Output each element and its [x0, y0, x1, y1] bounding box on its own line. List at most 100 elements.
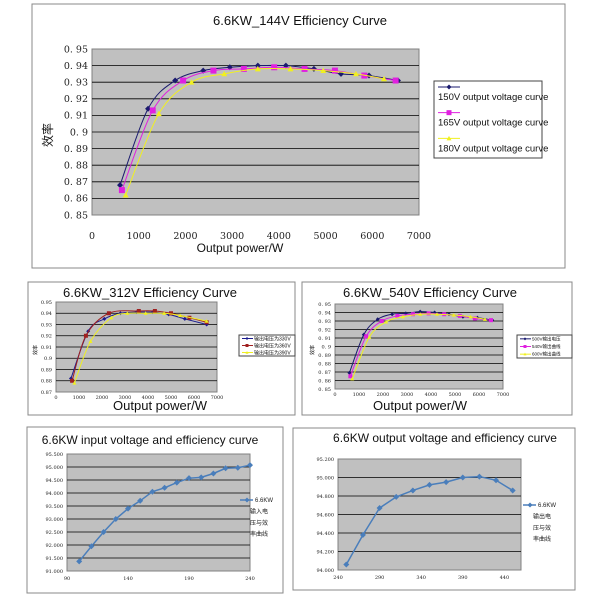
- data-point: [240, 65, 247, 72]
- legend-box: [433, 80, 543, 159]
- data-point: [459, 474, 466, 481]
- y-tick-label: 0. 93: [318, 319, 331, 325]
- data-point: [234, 464, 241, 471]
- y-axis-label: 效率: [309, 345, 316, 355]
- data-point: [137, 497, 144, 504]
- y-tick-label: 94.800: [317, 494, 335, 500]
- x-tick-label: 3000: [220, 231, 244, 242]
- data-point: [155, 110, 162, 117]
- data-point: [384, 319, 389, 324]
- data-point: [117, 182, 124, 189]
- data-point: [287, 65, 294, 72]
- y-tick-label: 93.500: [46, 504, 64, 510]
- x-tick-label: 0: [89, 231, 95, 242]
- legend-label: 540V输出曲线: [532, 343, 561, 350]
- legend-label: 180V output voltage curve: [438, 143, 548, 154]
- legend-label: 输出电压为360V: [254, 342, 291, 349]
- chart-1: 6.6KW_144V Efficiency Curve 0. 85 0. 86 0. …: [31, 3, 566, 269]
- y-tick-label: 95.000: [46, 465, 64, 471]
- y-tick-label: 93.000: [46, 517, 64, 523]
- chart-title: 6.6KW_312V Efficiency Curve: [63, 285, 237, 300]
- data-point: [468, 314, 473, 319]
- chart-title: 6.6KW_540V Efficiency Curve: [343, 285, 517, 300]
- y-tick-label: 95.500: [46, 452, 64, 458]
- data-point: [180, 77, 187, 84]
- y-tick-label: 0. 86: [318, 378, 331, 384]
- series-line: [73, 312, 207, 384]
- data-point: [204, 319, 209, 323]
- y-tick-label: 0. 93: [64, 78, 88, 89]
- data-point: [222, 465, 229, 472]
- x-tick-label: 1000: [353, 392, 366, 398]
- data-point: [169, 311, 173, 316]
- x-tick-label: 0: [54, 395, 57, 401]
- data-point: [375, 317, 380, 322]
- data-point: [376, 505, 383, 512]
- data-point: [122, 192, 129, 198]
- data-point: [83, 333, 88, 338]
- data-point: [88, 339, 93, 343]
- y-tick-label: 0.94: [41, 311, 52, 317]
- y-axis-label: 效率: [40, 123, 55, 147]
- data-point: [443, 479, 450, 486]
- chart-4: 6.6KW input voltage and efficiency curve…: [26, 426, 284, 594]
- x-tick-label: 0: [333, 392, 336, 398]
- y-tick-label: 0.91: [41, 345, 52, 351]
- y-tick-label: 0.87: [41, 390, 52, 396]
- y-tick-label: 0. 92: [318, 327, 331, 333]
- legend: 6.6KW 输出电压与效率曲线: [523, 502, 556, 543]
- y-tick-label: 91.000: [46, 569, 64, 575]
- y-tick-label: 0. 87: [318, 370, 331, 376]
- legend-label: 6.6KW 输入电压与效率曲线: [250, 498, 273, 538]
- x-axis-label: Output power/W: [113, 398, 208, 413]
- series-1: [343, 473, 516, 568]
- data-point: [172, 77, 179, 84]
- data-point: [178, 313, 183, 318]
- data-point: [145, 105, 152, 112]
- data-point: [136, 309, 141, 313]
- legend-label: 165V output voltage curve: [438, 118, 548, 129]
- y-tick-label: 0. 89: [64, 144, 88, 155]
- x-tick-label: 440: [500, 575, 510, 581]
- x-tick-label: 6000: [360, 231, 384, 242]
- legend-label: 600V输出曲线: [532, 351, 561, 358]
- x-tick-label: 240: [333, 575, 343, 581]
- chart-5: 6.6KW output voltage and efficiency curv…: [292, 427, 576, 591]
- y-tick-label: 0. 86: [64, 194, 88, 205]
- x-tick-label: 6000: [473, 392, 486, 398]
- data-point: [143, 311, 148, 315]
- y-tick-label: 92.000: [46, 543, 64, 549]
- legend-box: [516, 334, 573, 359]
- legend-label: 500V输出电压: [532, 335, 561, 342]
- data-point: [509, 487, 516, 494]
- y-tick-label: 0.95: [41, 300, 52, 306]
- data-point: [347, 370, 352, 375]
- x-tick-label: 4000: [142, 395, 155, 401]
- data-point: [149, 488, 156, 495]
- data-point: [393, 493, 400, 500]
- legend-marker: [245, 351, 249, 354]
- data-point: [221, 70, 228, 77]
- legend-marker: [245, 337, 249, 340]
- data-point: [70, 378, 75, 383]
- data-point: [359, 531, 366, 538]
- y-tick-label: 0. 91: [318, 336, 331, 342]
- x-tick-label: 5000: [449, 392, 462, 398]
- y-tick-label: 0. 95: [64, 44, 88, 55]
- x-tick-label: 5000: [165, 395, 178, 401]
- data-point: [188, 79, 195, 85]
- legend-marker: [446, 135, 452, 141]
- data-point: [186, 475, 192, 482]
- data-point: [100, 529, 107, 535]
- x-tick-label: 3000: [119, 395, 132, 401]
- y-tick-label: 0. 89: [318, 353, 331, 359]
- data-point: [472, 316, 477, 321]
- data-point: [182, 316, 187, 321]
- y-tick-label: 95.000: [317, 475, 335, 481]
- x-tick-label: 6000: [188, 395, 201, 401]
- data-point: [112, 516, 119, 522]
- legend-label: 输出电压为390V: [254, 349, 291, 356]
- y-tick-label: 0.88: [41, 379, 52, 385]
